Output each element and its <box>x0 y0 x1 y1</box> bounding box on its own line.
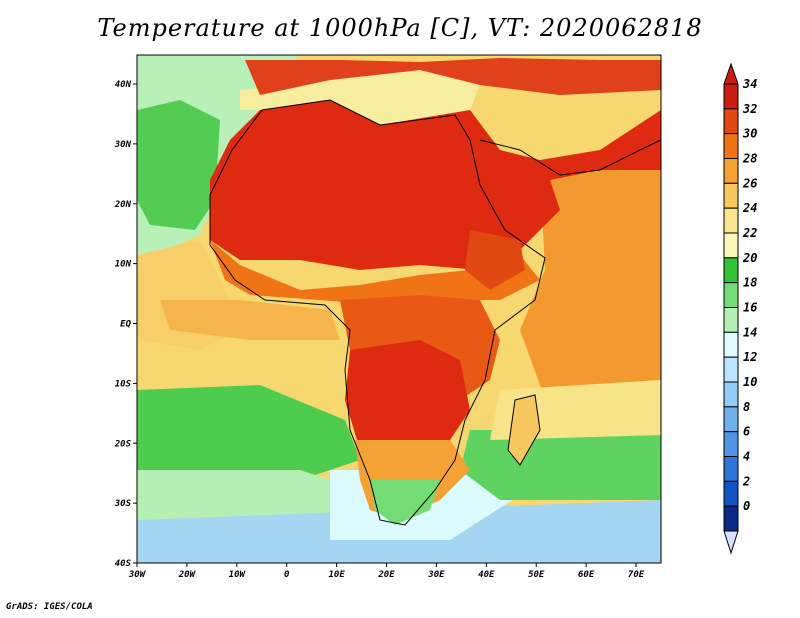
colorbar-label: 22 <box>742 226 757 240</box>
coastlines <box>209 99 661 526</box>
map-frame <box>136 54 662 564</box>
colorbar-bottom-arrow <box>723 530 739 555</box>
lat-tick-label: 40S <box>115 559 132 569</box>
gulf-guinea-warm <box>160 300 340 340</box>
colorbar-label: 26 <box>742 176 757 190</box>
colorbar-swatch <box>723 182 739 209</box>
lon-tick-label: 50E <box>528 570 545 580</box>
colorbar-label: 28 <box>742 152 757 166</box>
colorbar-swatch <box>723 133 739 160</box>
colorbar-label: 8 <box>743 400 750 414</box>
map-field <box>137 55 661 563</box>
colorbar-label: 16 <box>743 301 757 315</box>
colorbar-label: 12 <box>743 350 757 364</box>
lat-tick-label: 10N <box>115 260 132 270</box>
colorbar-swatch <box>723 232 739 259</box>
colorbar-swatch <box>723 356 739 383</box>
lon-tick-label: 10E <box>328 570 345 580</box>
colorbar-swatch <box>723 406 739 433</box>
lon-tick-label: 40E <box>478 570 495 580</box>
lon-tick-label: 30W <box>128 570 147 580</box>
lon-tick-label: 30E <box>427 570 445 580</box>
colorbar-label: 24 <box>742 201 757 215</box>
colorbar-label: 18 <box>743 276 757 290</box>
colorbar-label: 32 <box>742 102 757 116</box>
africa-sahel <box>210 240 540 305</box>
lat-tick-label: EQ <box>120 320 131 330</box>
colorbar-label: 6 <box>743 425 750 439</box>
south-atlantic-green <box>137 385 360 480</box>
africa-sahara <box>210 100 661 270</box>
southern-africa-hot <box>345 340 470 460</box>
colorbar-swatch <box>723 158 739 184</box>
colorbar-swatch <box>723 456 739 482</box>
madagascar-coastline <box>507 394 541 466</box>
lon-tick-label: 70E <box>628 570 645 580</box>
colorbar-label: 2 <box>742 474 750 488</box>
lon-tick-label: 0 <box>284 570 290 580</box>
lat-tick-label: 10S <box>115 379 132 389</box>
colorbar-swatch <box>723 480 739 507</box>
colorbar-label: 10 <box>743 375 757 389</box>
colorbar-swatch <box>723 257 739 284</box>
colorbar-swatch <box>723 307 739 333</box>
lat-tick-label: 30N <box>114 140 132 150</box>
cape-cool <box>370 480 440 525</box>
europe-land <box>245 58 661 95</box>
arabia-coastline <box>479 139 661 176</box>
lat-tick-label: 30S <box>114 499 132 509</box>
colorbar-label: 4 <box>743 450 750 464</box>
lat-tick-label: 20N <box>114 200 132 210</box>
colorbar-swatch <box>723 431 739 457</box>
madagascar <box>508 395 540 465</box>
colorbar-label: 0 <box>743 499 750 513</box>
colorbar-swatch <box>723 505 739 532</box>
indian-ocean-south <box>460 430 661 500</box>
colorbar-label: 30 <box>742 127 757 141</box>
colorbar-label: 20 <box>742 251 757 265</box>
colorbar-label: 14 <box>743 325 757 339</box>
colorbar-swatch <box>723 108 739 135</box>
lon-tick-label: 20E <box>377 570 395 580</box>
lon-tick-label: 60E <box>578 570 595 580</box>
lat-tick-label: 20S <box>114 439 132 449</box>
africa-coastline <box>209 99 546 526</box>
lat-tick-label: 40N <box>115 80 132 90</box>
colorbar-swatch <box>723 207 739 234</box>
map-axes: 30W 20W 10W 0 10E 20E 30E 40E 50E 60E 70E 40N 30N 20N… <box>114 80 645 580</box>
indian-ocean-warm <box>520 140 661 440</box>
colorbar-label: 34 <box>742 77 757 91</box>
colorbar-swatch <box>723 282 739 308</box>
north-atlantic-green <box>137 100 220 230</box>
colorbar-swatch <box>723 331 739 358</box>
lon-tick-label: 10W <box>229 570 247 580</box>
chart-title: Temperature at 1000hPa [C], VT: 20200628… <box>97 14 703 42</box>
lon-tick-label: 20W <box>178 570 197 580</box>
colorbar-swatch <box>723 381 739 408</box>
credit-text: GrADS: IGES/COLA <box>6 602 93 612</box>
colorbar-top-arrow <box>723 62 739 85</box>
ethiopia-highlands <box>465 230 525 290</box>
colorbar-swatch <box>723 83 739 110</box>
